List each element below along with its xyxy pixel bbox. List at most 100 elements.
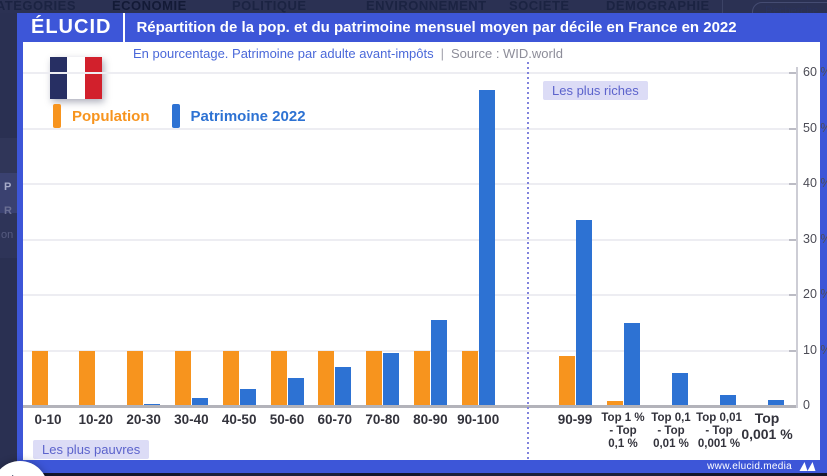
- category-label-90-99: 90-99: [557, 412, 593, 427]
- y-axis-line: [796, 67, 798, 408]
- gridline: [23, 127, 796, 130]
- search-input[interactable]: Recherche: [752, 2, 827, 13]
- card-footer: www.elucid.media: [23, 460, 820, 473]
- background-left-strip: P R on: [0, 13, 17, 476]
- nav-divider: [722, 0, 723, 13]
- category-label-Top 1 % - Top 0,1 %: Top 1 % - Top 0,1 %: [601, 412, 645, 450]
- nav-item-politique[interactable]: POLITIQUE: [232, 0, 307, 13]
- chart-legend: Population Patrimoine 2022: [53, 103, 328, 129]
- bar-patrimoine-2022-50-60: [287, 378, 304, 406]
- footer-url[interactable]: www.elucid.media: [707, 461, 792, 472]
- axis-tick-label: 60 %: [803, 65, 827, 79]
- axis-tick: [789, 294, 797, 296]
- axis-tick-label: 20 %: [803, 287, 827, 301]
- category-label-0-10: 0-10: [34, 412, 62, 427]
- bar-population-80-90: [413, 350, 430, 406]
- bar-patrimoine-2022-60-70: [335, 367, 352, 406]
- nav-item-categories[interactable]: CATÉGORIES: [0, 0, 76, 13]
- nav-item-economie[interactable]: ÉCONOMIE: [112, 0, 187, 13]
- chart-subtitle-row: En pourcentage. Patrimoine par adulte av…: [23, 42, 820, 64]
- bar-population-50-60: [270, 350, 287, 406]
- axis-tick: [789, 72, 797, 74]
- gridline: [23, 294, 796, 296]
- legend-label-population: Population: [72, 107, 150, 125]
- strip-text-fragment: on: [1, 229, 14, 241]
- bar-patrimoine-2022-70-80: [383, 353, 400, 406]
- bar-patrimoine-2022-Top 0,001 %: [767, 399, 784, 406]
- category-label-40-50: 40-50: [221, 412, 257, 427]
- subtitle-separator: |: [440, 45, 445, 61]
- gridline: [23, 238, 796, 241]
- strip-text-fragment: P: [4, 181, 12, 193]
- category-label-20-30: 20-30: [126, 412, 161, 427]
- axis-tick-label: 10 %: [803, 342, 827, 357]
- background-bottom-strip: [0, 473, 827, 476]
- axis-tick-label: 40 %: [803, 176, 827, 190]
- france-flag-icon: [50, 57, 102, 99]
- x-axis-baseline: [23, 405, 796, 408]
- annotation-les-plus-riches: Les plus riches: [543, 81, 648, 100]
- richest-separator-dotted-line: [527, 62, 529, 460]
- strip-block: [0, 138, 17, 173]
- category-label-Top 0,1 - Top 0,01 %: Top 0,1- Top 0,01 %: [651, 412, 691, 450]
- nav-item-societe[interactable]: SOCIÉTÉ: [509, 0, 570, 13]
- header-divider: [123, 13, 126, 42]
- strip-block: [0, 173, 17, 213]
- bar-patrimoine-2022-30-40: [191, 397, 208, 406]
- gridline: [23, 183, 796, 185]
- elucid-logo[interactable]: ÉLUCID: [31, 16, 112, 38]
- strip-block: [0, 213, 17, 258]
- chart-subtitle: En pourcentage. Patrimoine par adulte av…: [133, 45, 434, 61]
- chart-source: Source : WID.world: [451, 45, 563, 61]
- legend-swatch-population: [53, 104, 61, 128]
- bar-population-60-70: [318, 350, 335, 406]
- category-label-80-90: 80-90: [413, 412, 448, 427]
- bar-patrimoine-2022-40-50: [239, 389, 256, 406]
- axis-tick-label: 50 %: [803, 120, 827, 135]
- axis-tick: [789, 183, 797, 185]
- bar-patrimoine-2022-Top 0,01 - Top 0,001 %: [719, 394, 736, 406]
- bar-chart: 60 % 50 % 40 % 30 % 20 % 10 % 0 0-10 10-20 20-30 3…: [23, 13, 827, 473]
- bar-population-30-40: [174, 350, 191, 406]
- category-label-Top 0,001 %: Top 0,001 %: [741, 410, 793, 442]
- bar-population-10-20: [79, 350, 96, 406]
- card-header: ÉLUCID Répartition de la pop. et du patr…: [23, 13, 820, 42]
- bar-population-20-30: [127, 350, 144, 406]
- strip-text-fragment: R: [4, 205, 12, 217]
- bar-population-90-100: [461, 350, 478, 406]
- strip-seg: [180, 473, 340, 476]
- category-label-60-70: 60-70: [317, 412, 353, 427]
- axis-tick: [789, 349, 797, 352]
- elucid-arrow-icon: [796, 461, 816, 471]
- bar-patrimoine-2022-Top 1 % - Top 0,1 %: [623, 322, 640, 406]
- annotation-les-plus-pauvres: Les plus pauvres: [33, 440, 150, 459]
- top-navigation: CATÉGORIES ÉCONOMIE POLITIQUE ENVIRONNEM…: [0, 0, 827, 13]
- infographic-card: ÉLUCID Répartition de la pop. et du patr…: [17, 13, 827, 473]
- nav-item-demographie[interactable]: DÉMOGRAPHIE: [606, 0, 710, 13]
- bar-population-70-80: [366, 350, 383, 406]
- bar-patrimoine-2022-80-90: [430, 319, 447, 406]
- bar-population-0-10: [31, 350, 48, 406]
- bar-population-90-99: [558, 356, 575, 406]
- legend-swatch-patrimoine: [171, 104, 180, 128]
- axis-tick-label: 0: [803, 398, 810, 412]
- category-label-Top 0,01 - Top 0,001 %: Top 0,01- Top 0,001 %: [696, 412, 742, 450]
- category-label-70-80: 70-80: [365, 412, 400, 427]
- bar-patrimoine-2022-90-99: [575, 220, 592, 406]
- axis-tick: [789, 238, 797, 241]
- category-label-90-100: 90-100: [457, 412, 500, 427]
- gridline: [23, 72, 796, 74]
- category-label-30-40: 30-40: [174, 412, 209, 427]
- legend-label-patrimoine: Patrimoine 2022: [190, 107, 306, 125]
- nav-item-environnement[interactable]: ENVIRONNEMENT: [366, 0, 487, 13]
- bar-patrimoine-2022-90-100: [478, 89, 495, 406]
- strip-seg: [420, 473, 680, 476]
- gridline: [23, 349, 796, 352]
- category-label-10-20: 10-20: [78, 412, 114, 427]
- chart-title: Répartition de la pop. et du patrimoine …: [136, 19, 737, 36]
- bar-population-Top 1 % - Top 0,1 %: [606, 401, 623, 406]
- bar-patrimoine-2022-Top 0,1 - Top 0,01 %: [671, 372, 688, 406]
- axis-tick-label: 30 %: [803, 231, 827, 246]
- axis-tick: [789, 127, 797, 130]
